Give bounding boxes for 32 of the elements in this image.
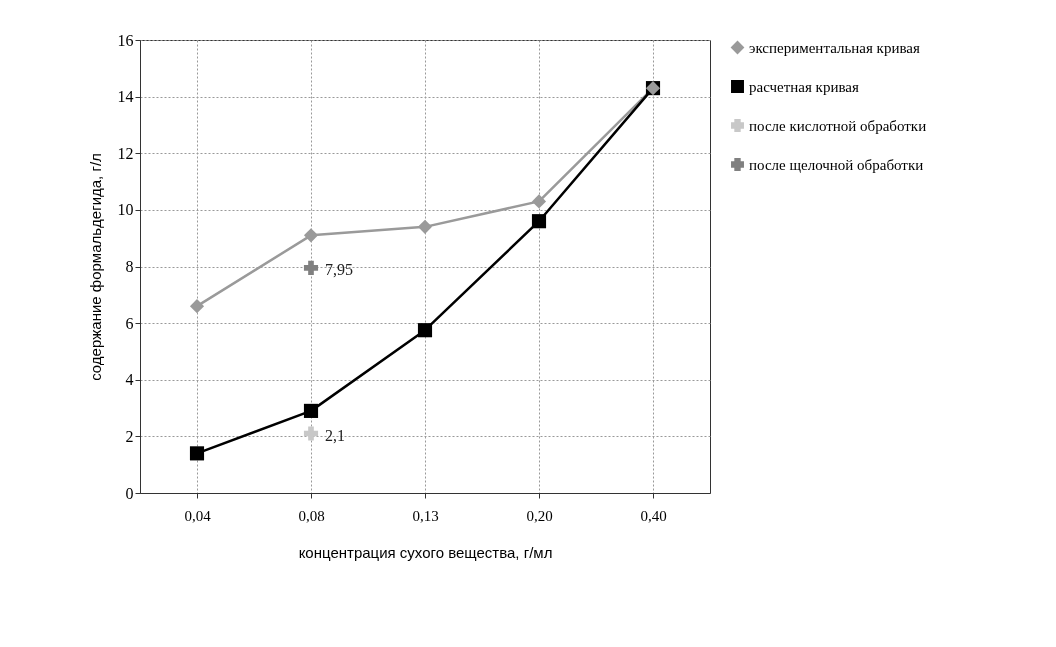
legend-label: экспериментальная кривая (749, 39, 920, 56)
point (189, 299, 205, 314)
y-tick-label: 10 (117, 201, 134, 219)
legend-label: после кислотной обработки (749, 117, 927, 134)
y-tick-label: 8 (125, 258, 134, 275)
x-axis-title: концентрация сухого вещества, г/мл (298, 543, 553, 561)
y-tick-label: 4 (125, 371, 134, 389)
data-label: 2,1 (325, 426, 345, 444)
y-tick-label: 12 (117, 144, 134, 162)
point (303, 403, 319, 418)
point (417, 323, 433, 338)
y-tick-label: 2 (125, 427, 134, 445)
point (303, 260, 319, 275)
x-tick-label: 0,40 (640, 507, 667, 524)
point (417, 219, 433, 234)
y-tick-label: 14 (117, 88, 134, 106)
point (531, 194, 547, 209)
x-tick-label: 0,20 (526, 507, 553, 524)
legend-label: после щелочной обработки (749, 156, 924, 173)
point (189, 446, 205, 461)
y-axis-title: содержание формальдегида, г/л (86, 153, 104, 381)
y-tick-label: 16 (117, 31, 134, 49)
point (303, 426, 319, 441)
x-tick-label: 0,13 (412, 507, 439, 524)
y-tick-label: 6 (125, 314, 134, 332)
point (531, 214, 547, 229)
y-tick-label: 0 (125, 484, 134, 502)
x-tick-label: 0,04 (184, 507, 212, 524)
data-label: 7,95 (325, 260, 353, 278)
x-tick-label: 0,08 (298, 507, 325, 524)
legend-label: расчетная кривая (749, 78, 859, 95)
point (303, 228, 319, 243)
